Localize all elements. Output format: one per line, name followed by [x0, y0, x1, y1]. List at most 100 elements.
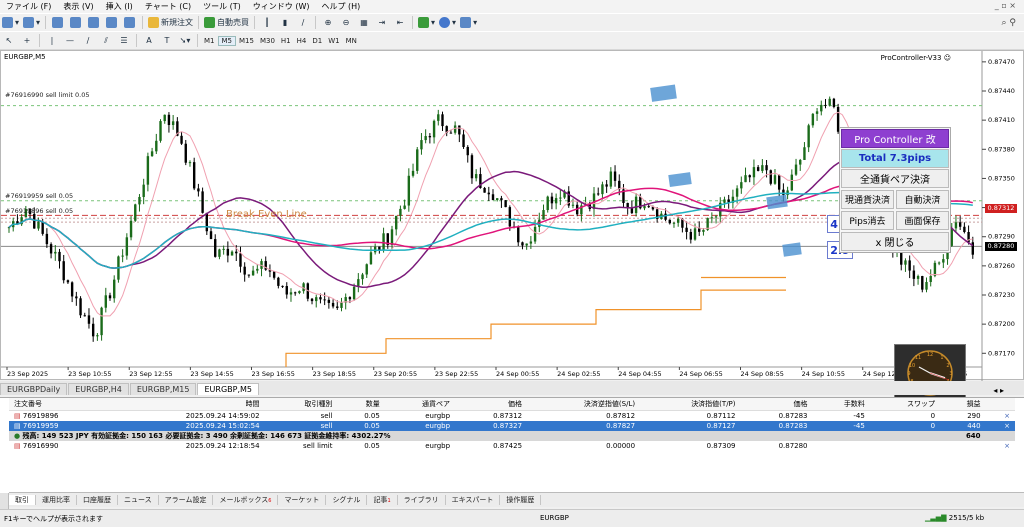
tab-exposure[interactable]: 運用比率	[36, 495, 77, 505]
zoom-in-icon[interactable]: ⊕	[324, 18, 332, 27]
auto-settle-button[interactable]: 自動決済	[896, 190, 949, 209]
candle-body	[597, 193, 600, 195]
tab-mailbox[interactable]: メールボックス6	[213, 495, 279, 505]
col-header[interactable]: 価格	[740, 398, 813, 411]
menu-help[interactable]: ヘルプ (H)	[321, 2, 361, 11]
pro-controller-panel: Pro Controller 改 Total 7.3pips 全通貨ペア決済 現…	[839, 127, 951, 253]
navigator-icon[interactable]	[87, 16, 101, 30]
timeframe-m1[interactable]: M1	[204, 36, 215, 45]
col-header[interactable]: 決済逆指値(S/L)	[527, 398, 641, 411]
panel-close-button[interactable]: x 閉じる	[841, 232, 949, 251]
chart-tab[interactable]: EURGBPDaily	[0, 383, 68, 395]
candle-body	[904, 260, 907, 265]
tab-account-history[interactable]: 口座履歴	[77, 495, 118, 505]
table-row-selected[interactable]: ▤ 76919959 2025.09.24 15:02:54 sell 0.05…	[9, 421, 1015, 431]
menu-tools[interactable]: ツール (T)	[203, 2, 241, 11]
scroll-end-icon[interactable]: ⇥	[378, 18, 386, 27]
trendline-icon[interactable]: ∕	[86, 36, 90, 45]
arrows-icon[interactable]: ➘▾	[179, 36, 191, 45]
profiles-icon[interactable]: ▾	[23, 16, 40, 30]
tile-windows-icon[interactable]: ▦	[360, 18, 368, 27]
indicators-icon[interactable]: ▾	[418, 16, 435, 30]
svg-text:2: 2	[946, 363, 949, 369]
timeframe-h4[interactable]: H4	[296, 36, 307, 45]
tab-market[interactable]: マーケット	[278, 495, 327, 505]
chart-tab-active[interactable]: EURGBP,M5	[197, 383, 259, 395]
table-cell: 0.05	[364, 412, 380, 420]
tab-signals[interactable]: シグナル	[326, 495, 368, 505]
col-header[interactable]: 価格	[455, 398, 528, 411]
timeframe-m30[interactable]: M30	[259, 36, 275, 45]
bar-chart-icon[interactable]: ┃	[264, 18, 270, 27]
col-header[interactable]: 手数料	[812, 398, 870, 411]
timeframe-h1[interactable]: H1	[280, 36, 291, 45]
col-header[interactable]: 注文番号	[9, 398, 110, 411]
col-header[interactable]: 通貨ペア	[384, 398, 456, 411]
text-icon[interactable]: A	[146, 36, 152, 45]
new-chart-icon[interactable]: ▾	[2, 16, 19, 30]
chart-shift-icon[interactable]: ⇤	[396, 18, 404, 27]
new-order-button[interactable]: 新規注文	[148, 16, 193, 30]
timeframe-m15[interactable]: M15	[239, 36, 254, 45]
col-header[interactable]: 決済指値(T/P)	[640, 398, 741, 411]
save-screen-button[interactable]: 画面保存	[896, 211, 949, 230]
tab-alerts[interactable]: アラーム設定	[159, 495, 214, 505]
timeframe-d1[interactable]: D1	[312, 36, 323, 45]
window-controls[interactable]: _ ▫ ×	[994, 1, 1016, 10]
col-header[interactable]: 取引種別	[264, 398, 338, 411]
table-row[interactable]: ▤ 76916990 2025.09.24 12:18:54 sell limi…	[9, 441, 1015, 451]
close-order-icon[interactable]: ×	[1004, 442, 1010, 450]
pips-clear-button[interactable]: Pips消去	[841, 211, 894, 230]
timeframe-w1[interactable]: W1	[328, 36, 340, 45]
text-label-icon[interactable]: T	[164, 36, 170, 45]
terminal-icon[interactable]	[105, 16, 119, 30]
chart-tab[interactable]: EURGBP,M15	[129, 383, 197, 395]
table-row[interactable]: ▤ 76919896 2025.09.24 14:59:02 sell 0.05…	[9, 411, 1015, 422]
chart-window[interactable]: 0.87470 0.87440 0.87410 0.87380 0.87350 0.873…	[0, 50, 1024, 403]
candle-body	[79, 298, 82, 316]
search-icon[interactable]: ⌕ ⚲	[1001, 17, 1017, 28]
horizontal-line-icon[interactable]: —	[66, 36, 74, 45]
cursor-icon[interactable]: ↖	[5, 36, 13, 45]
market-watch-icon[interactable]	[51, 16, 65, 30]
tab-library[interactable]: ライブラリ	[398, 495, 446, 505]
tab-news[interactable]: ニュース	[118, 495, 159, 505]
menu-window[interactable]: ウィンドウ (W)	[252, 2, 310, 11]
candle-body	[916, 276, 920, 279]
col-header[interactable]: 損益	[940, 398, 986, 411]
chart-tab[interactable]: EURGBP,H4	[68, 383, 129, 395]
balance-icon: ●	[14, 432, 21, 440]
col-header[interactable]: 数量	[337, 398, 385, 411]
close-order-icon[interactable]: ×	[1004, 412, 1010, 420]
candle-body	[7, 227, 11, 229]
menu-chart[interactable]: チャート (C)	[144, 2, 192, 11]
candle-body	[382, 233, 385, 251]
menu-file[interactable]: ファイル (F)	[6, 2, 52, 11]
candle-chart-icon[interactable]: ▮	[282, 18, 288, 27]
menu-insert[interactable]: 挿入 (I)	[105, 2, 133, 11]
fibonacci-icon[interactable]: ☰	[120, 36, 128, 45]
crosshair-icon[interactable]: +	[23, 36, 31, 45]
col-header[interactable]: 時間	[109, 398, 265, 411]
timeframe-m5[interactable]: M5	[217, 35, 236, 46]
tab-trade[interactable]: 取引	[9, 495, 36, 505]
channel-icon[interactable]: ⫽	[104, 35, 108, 45]
vertical-line-icon[interactable]: |	[50, 36, 54, 45]
data-window-icon[interactable]	[69, 16, 83, 30]
tab-articles[interactable]: 記事1	[367, 495, 398, 505]
settle-current-button[interactable]: 現通貨決済	[841, 190, 894, 209]
auto-trade-button[interactable]: 自動売買	[204, 16, 249, 30]
close-order-icon[interactable]: ×	[985, 421, 1015, 431]
templates-icon[interactable]: ▾	[460, 16, 477, 30]
tab-journal[interactable]: 操作履歴	[500, 495, 542, 505]
settle-all-button[interactable]: 全通貨ペア決済	[841, 169, 949, 188]
menu-view[interactable]: 表示 (V)	[63, 2, 94, 11]
periods-icon[interactable]: ▾	[439, 16, 456, 30]
tabs-scroll-icon[interactable]: ◂ ▸	[993, 386, 1004, 395]
strategy-tester-icon[interactable]	[123, 16, 137, 30]
tab-experts[interactable]: エキスパート	[446, 495, 501, 505]
col-header[interactable]: スワップ	[869, 398, 941, 411]
zoom-out-icon[interactable]: ⊖	[342, 18, 350, 27]
timeframe-mn[interactable]: MN	[345, 36, 357, 45]
line-chart-icon[interactable]: ∕	[301, 18, 305, 27]
